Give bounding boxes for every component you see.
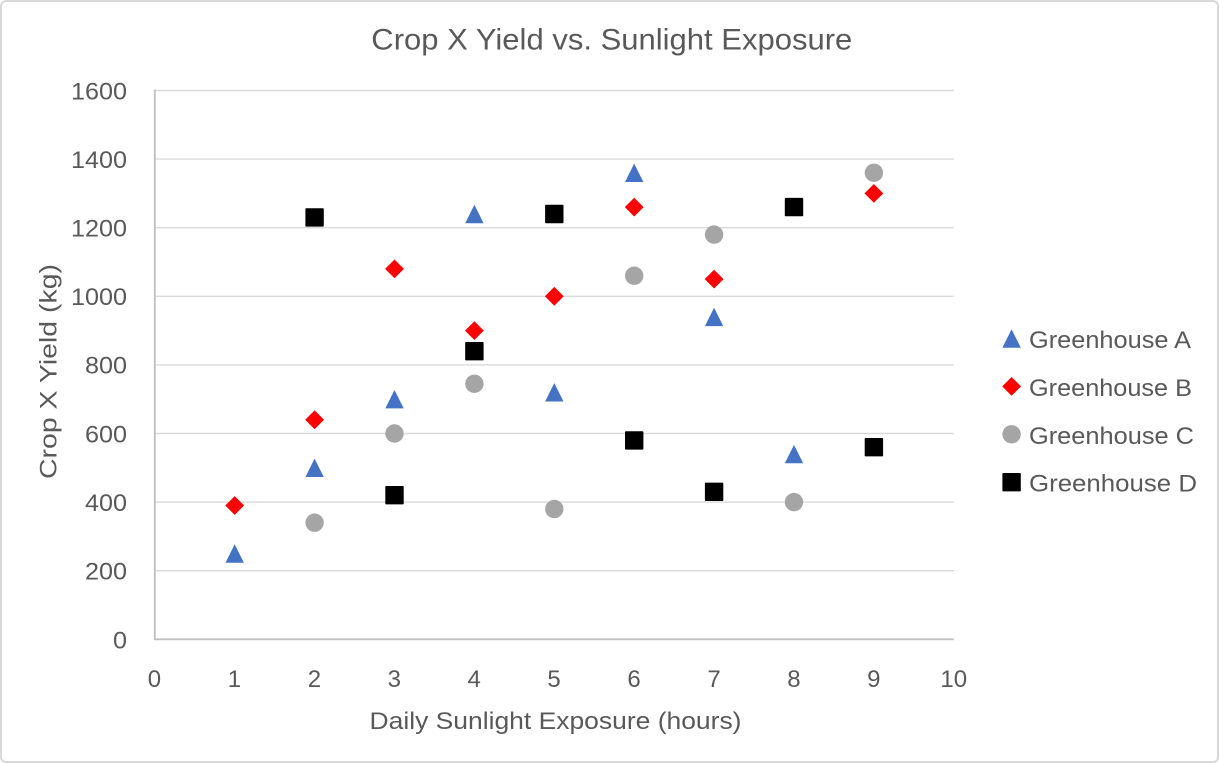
svg-text:Crop X Yield (kg): Crop X Yield (kg) (36, 264, 63, 479)
svg-text:Daily Sunlight Exposure (hours: Daily Sunlight Exposure (hours) (370, 708, 742, 735)
svg-text:Greenhouse A: Greenhouse A (1029, 327, 1191, 354)
svg-text:2: 2 (308, 666, 321, 693)
svg-text:1600: 1600 (71, 78, 127, 105)
svg-text:4: 4 (468, 666, 481, 693)
svg-text:400: 400 (85, 490, 127, 517)
svg-text:600: 600 (85, 421, 127, 448)
svg-text:0: 0 (113, 627, 127, 654)
svg-text:1: 1 (228, 666, 241, 693)
svg-text:Greenhouse C: Greenhouse C (1029, 423, 1194, 450)
svg-text:9: 9 (867, 666, 880, 693)
svg-text:0: 0 (148, 666, 161, 693)
svg-text:7: 7 (707, 666, 720, 693)
svg-text:6: 6 (627, 666, 640, 693)
svg-text:Greenhouse B: Greenhouse B (1029, 375, 1192, 402)
svg-text:Crop X Yield vs. Sunlight Expo: Crop X Yield vs. Sunlight Exposure (371, 24, 852, 57)
svg-text:800: 800 (85, 353, 127, 380)
svg-text:Greenhouse D: Greenhouse D (1029, 471, 1197, 498)
svg-text:1400: 1400 (71, 147, 127, 174)
svg-text:5: 5 (547, 666, 560, 693)
svg-text:10: 10 (940, 666, 967, 693)
svg-text:200: 200 (85, 559, 127, 586)
svg-text:1200: 1200 (71, 216, 127, 243)
svg-text:8: 8 (787, 666, 800, 693)
svg-text:1000: 1000 (71, 284, 127, 311)
svg-text:3: 3 (388, 666, 401, 693)
